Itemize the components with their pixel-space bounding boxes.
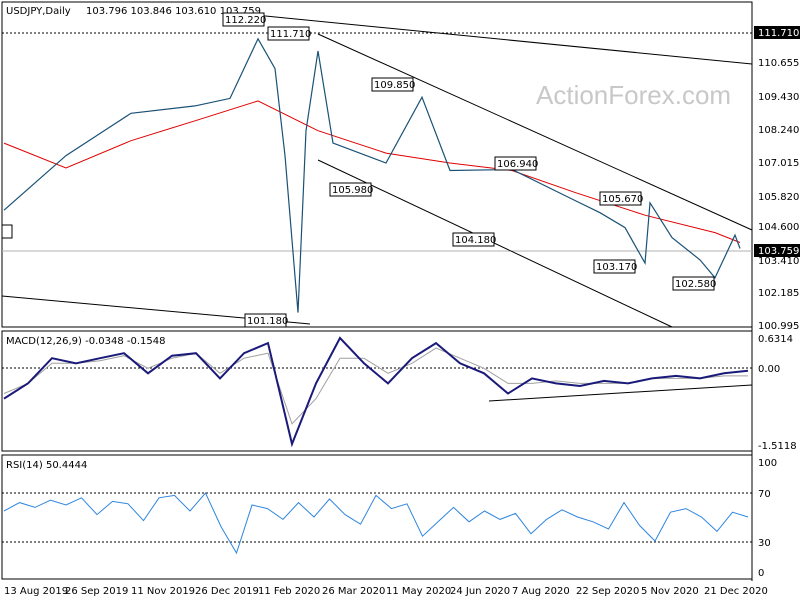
annotation-112220: 112.220 [225, 15, 266, 26]
x-axis: 13 Aug 2019 26 Sep 2019 11 Nov 2019 26 D… [4, 586, 768, 597]
trendline-channel-bottom [317, 159, 673, 328]
y-tick-label: 108.240 [758, 125, 799, 136]
price-y-axis: 110.655 109.430 108.240 107.015 105.820 … [758, 58, 799, 332]
annotation-105980: 105.980 [332, 185, 373, 196]
macd-tick-label: 0.00 [758, 364, 780, 375]
macd-trendline [488, 384, 753, 402]
annotation-101180: 101.180 [247, 316, 288, 327]
rsi-line [3, 492, 749, 555]
x-tick-label: 26 Dec 2019 [195, 586, 259, 597]
x-tick-label: 24 Jun 2020 [450, 586, 510, 597]
y-tick-label: 109.430 [758, 92, 799, 103]
hline-price-box [754, 26, 800, 39]
macd-signal-line [3, 347, 748, 425]
x-tick-label: 11 May 2020 [386, 586, 451, 597]
price-line [3, 37, 741, 313]
y-tick-label: 103.410 [758, 256, 799, 267]
annotation-104180: 104.180 [455, 235, 496, 246]
x-tick-label: 11 Feb 2020 [258, 586, 320, 597]
current-price-box [754, 244, 800, 257]
macd-panel [1, 330, 753, 452]
annotation-box-106940 [494, 156, 537, 171]
x-tick-label: 7 Aug 2020 [512, 586, 570, 597]
moving-average-line [3, 100, 741, 243]
x-tick-label: 21 Dec 2020 [704, 586, 768, 597]
annotation-box-112220 [222, 12, 265, 27]
macd-header: MACD(12,26,9) -0.0348 -0.1548 [6, 336, 166, 347]
current-price-label: 103.759 [758, 246, 799, 257]
y-tick-label: 110.655 [758, 58, 799, 69]
annotation-103170: 103.170 [596, 262, 637, 273]
price-header-ohlc: 103.796 103.846 103.610 103.759 [86, 6, 261, 17]
price-header-title: USDJPY,Daily [6, 6, 71, 17]
hline-price-label: 111.710 [758, 28, 799, 39]
rsi-tick-label: 70 [758, 489, 771, 500]
rsi-tick-label: 100 [758, 458, 777, 469]
y-tick-label: 105.820 [758, 192, 799, 203]
annotation-box-105670 [599, 191, 642, 206]
annotation-102580: 102.580 [675, 279, 716, 290]
x-tick-label: 13 Aug 2019 [4, 586, 68, 597]
x-tick-label: 11 Nov 2019 [131, 586, 195, 597]
macd-tick-label: 0.6314 [758, 334, 793, 345]
x-tick-label: 22 Sep 2020 [576, 586, 639, 597]
macd-line [3, 336, 749, 448]
rsi-panel [1, 454, 753, 580]
annotation-box-105980 [329, 182, 372, 197]
rsi-tick-label: 30 [758, 538, 771, 549]
annotation-box-104180 [452, 232, 495, 247]
annotation-box-103170 [593, 259, 636, 274]
y-tick-label: 100.995 [758, 321, 799, 332]
annotation-box-111710 [267, 26, 310, 41]
y-tick-label: 107.015 [758, 158, 799, 169]
x-tick-label: 26 Sep 2019 [65, 586, 128, 597]
annotation-105670: 105.670 [602, 194, 643, 205]
y-tick-label: 104.600 [758, 222, 799, 233]
rsi-tick-label: 0 [758, 568, 764, 579]
price-panel [1, 1, 753, 328]
annotation-111710: 111.710 [270, 29, 311, 40]
annotation-group: 112.220 111.710 109.850 105.980 106.940 … [1, 12, 716, 328]
annotation-106940: 106.940 [497, 159, 538, 170]
annotation-box-102580 [672, 276, 715, 291]
x-tick-label: 26 Mar 2020 [322, 586, 385, 597]
annotation-box-101180 [244, 313, 287, 328]
macd-tick-label: -1.5118 [758, 441, 797, 452]
annotation-box-left-partial [1, 224, 13, 239]
y-tick-label: 102.185 [758, 288, 799, 299]
x-tick-label: 5 Nov 2020 [641, 586, 699, 597]
rsi-header: RSI(14) 50.4444 [6, 460, 87, 471]
annotation-109850: 109.850 [374, 80, 415, 91]
trendline-upper-long [244, 13, 753, 65]
watermark-text: ActionForex.com [536, 80, 731, 110]
trendline-channel-top [317, 33, 753, 231]
annotation-box-109850 [371, 77, 414, 92]
